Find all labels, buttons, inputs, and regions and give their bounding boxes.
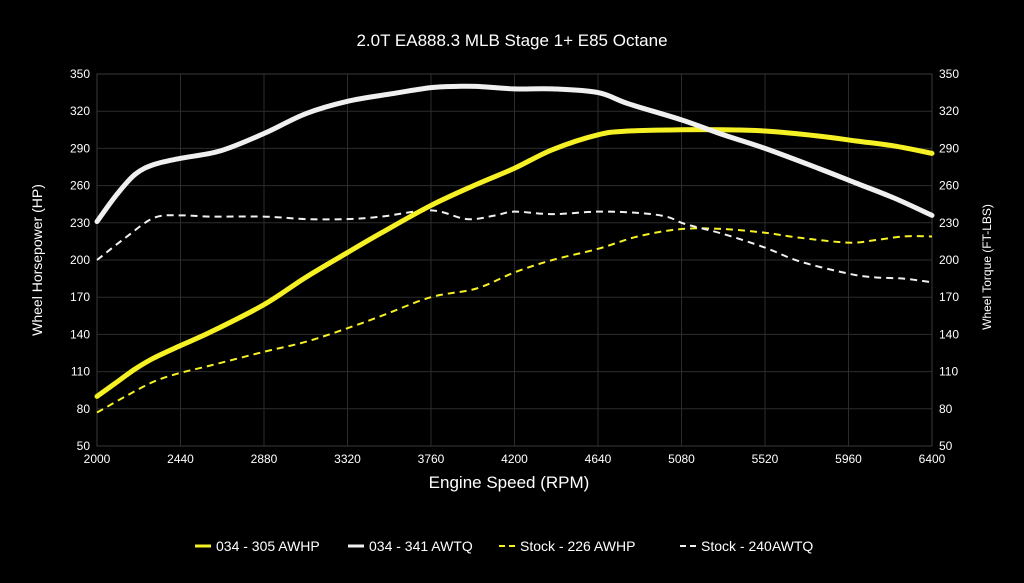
y-left-tick-label: 200 [70,253,90,267]
legend-label: 034 - 341 AWTQ [369,538,473,554]
grid [96,73,933,447]
legend-label: Stock - 226 AWHP [520,538,635,554]
series-line-3 [96,227,933,414]
y-right-tick-label: 260 [939,179,959,193]
x-tick-label: 2000 [84,452,111,466]
y-right-tick-label: 290 [939,141,959,155]
y-left-tick-label: 260 [70,179,90,193]
legend-label: 034 - 305 AWHP [216,538,320,554]
y-left-tick-label: 170 [70,290,90,304]
y-right-tick-label: 50 [939,439,953,453]
x-tick-label: 6400 [919,452,946,466]
y-right-tick-label: 140 [939,327,959,341]
y-left-tick-label: 350 [70,67,90,81]
x-axis-label: Engine Speed (RPM) [429,473,590,492]
y-left-tick-label: 320 [70,104,90,118]
x-tick-label: 5520 [752,452,779,466]
series-lines [94,83,935,414]
y-right-tick-label: 170 [939,290,959,304]
legend-label: Stock - 240AWTQ [701,538,813,554]
y-left-tick-label: 140 [70,327,90,341]
x-tick-label: 2440 [167,452,194,466]
y-axis-left-ticks: 50 80 110 140 170 200 230 260 290 320 350 [70,67,90,453]
y-right-tick-label: 230 [939,216,959,230]
y-axis-left-label: Wheel Horsepower (HP) [29,184,45,336]
chart-title: 2.0T EA888.3 MLB Stage 1+ E85 Octane [356,31,667,50]
x-tick-label: 5080 [668,452,695,466]
y-axis-right-ticks: 50 80 110 140 170 200 230 260 290 320 350 [939,67,959,453]
y-left-tick-label: 290 [70,141,90,155]
y-right-tick-label: 320 [939,104,959,118]
y-left-tick-label: 110 [71,365,90,379]
x-axis-ticks: 2000 2440 2880 3320 3760 4200 4640 5080 5520 5960… [84,452,946,466]
x-tick-label: 5960 [835,452,862,466]
y-right-tick-label: 200 [939,253,959,267]
x-tick-label: 2880 [251,452,278,466]
series-line-2 [94,83,935,225]
y-right-tick-label: 80 [939,402,953,416]
x-tick-label: 4640 [585,452,612,466]
y-left-tick-label: 80 [77,402,91,416]
x-tick-label: 3320 [334,452,361,466]
x-tick-label: 4200 [501,452,528,466]
y-axis-right-label: Wheel Torque (FT-LBS) [980,204,994,330]
y-right-tick-label: 350 [939,67,959,81]
y-left-tick-label: 230 [70,216,90,230]
y-right-tick-label: 110 [939,365,958,379]
x-tick-label: 3760 [418,452,445,466]
series-line-4 [96,209,933,284]
series-line-1 [94,127,935,399]
y-left-tick-label: 50 [77,439,91,453]
legend: 034 - 305 AWHP 034 - 341 AWTQ Stock - 226 … [195,538,813,554]
